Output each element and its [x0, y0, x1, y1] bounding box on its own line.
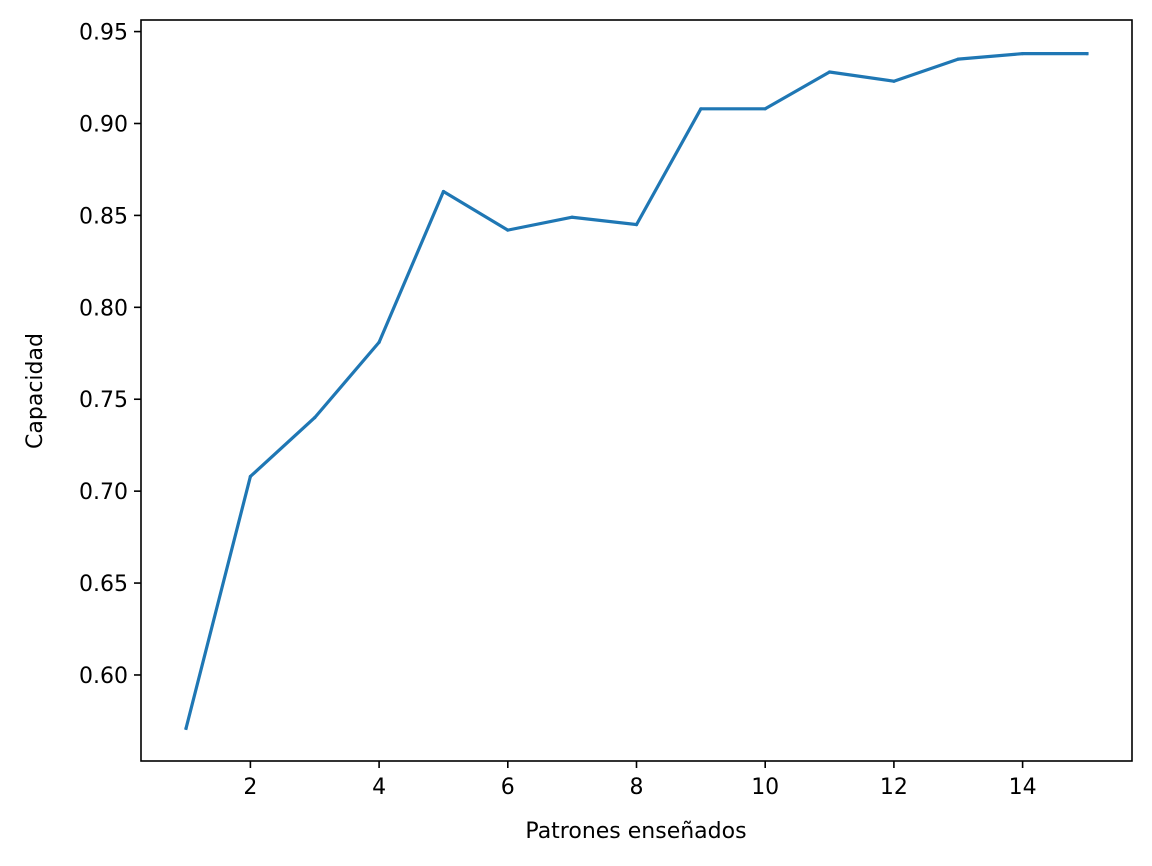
y-tick-label: 0.75 — [79, 388, 128, 413]
data-point — [827, 70, 832, 74]
x-tick-label: 4 — [372, 775, 386, 800]
data-point — [441, 189, 446, 194]
plot-area — [184, 52, 1089, 731]
y-axis-label: Capacidad — [23, 333, 48, 449]
y-tick-label: 0.90 — [79, 112, 128, 137]
y-tick-label: 0.95 — [79, 21, 128, 46]
y-tick-label: 0.70 — [79, 480, 128, 505]
data-point — [1021, 52, 1025, 56]
data-point — [956, 57, 960, 61]
x-tick-label: 12 — [880, 775, 908, 800]
y-axis-ticks: 0.60 0.65 0.70 0.75 0.80 0.85 0.90 0.95 — [79, 21, 141, 689]
x-axis-label: Patrones enseñados — [525, 819, 746, 844]
x-tick-label: 14 — [1009, 775, 1037, 800]
data-point — [1085, 52, 1089, 56]
y-tick-label: 0.65 — [79, 572, 128, 597]
data-point — [248, 474, 252, 479]
data-point — [377, 340, 381, 344]
x-axis-ticks: 2 4 6 8 10 12 14 — [243, 761, 1037, 800]
y-tick-label: 0.60 — [79, 664, 128, 689]
axes-frame — [140, 19, 1133, 762]
data-point — [184, 726, 188, 730]
data-point — [763, 107, 767, 111]
x-tick-label: 10 — [751, 775, 779, 800]
data-point — [699, 107, 703, 111]
x-tick-label: 8 — [630, 775, 644, 800]
y-tick-label: 0.85 — [79, 204, 128, 229]
data-point — [570, 215, 574, 219]
data-point — [892, 79, 896, 83]
x-tick-label: 2 — [243, 775, 257, 800]
data-point — [313, 416, 317, 420]
data-point — [506, 228, 510, 232]
x-tick-label: 6 — [501, 775, 515, 800]
data-point — [634, 222, 639, 227]
y-tick-label: 0.80 — [79, 296, 128, 321]
